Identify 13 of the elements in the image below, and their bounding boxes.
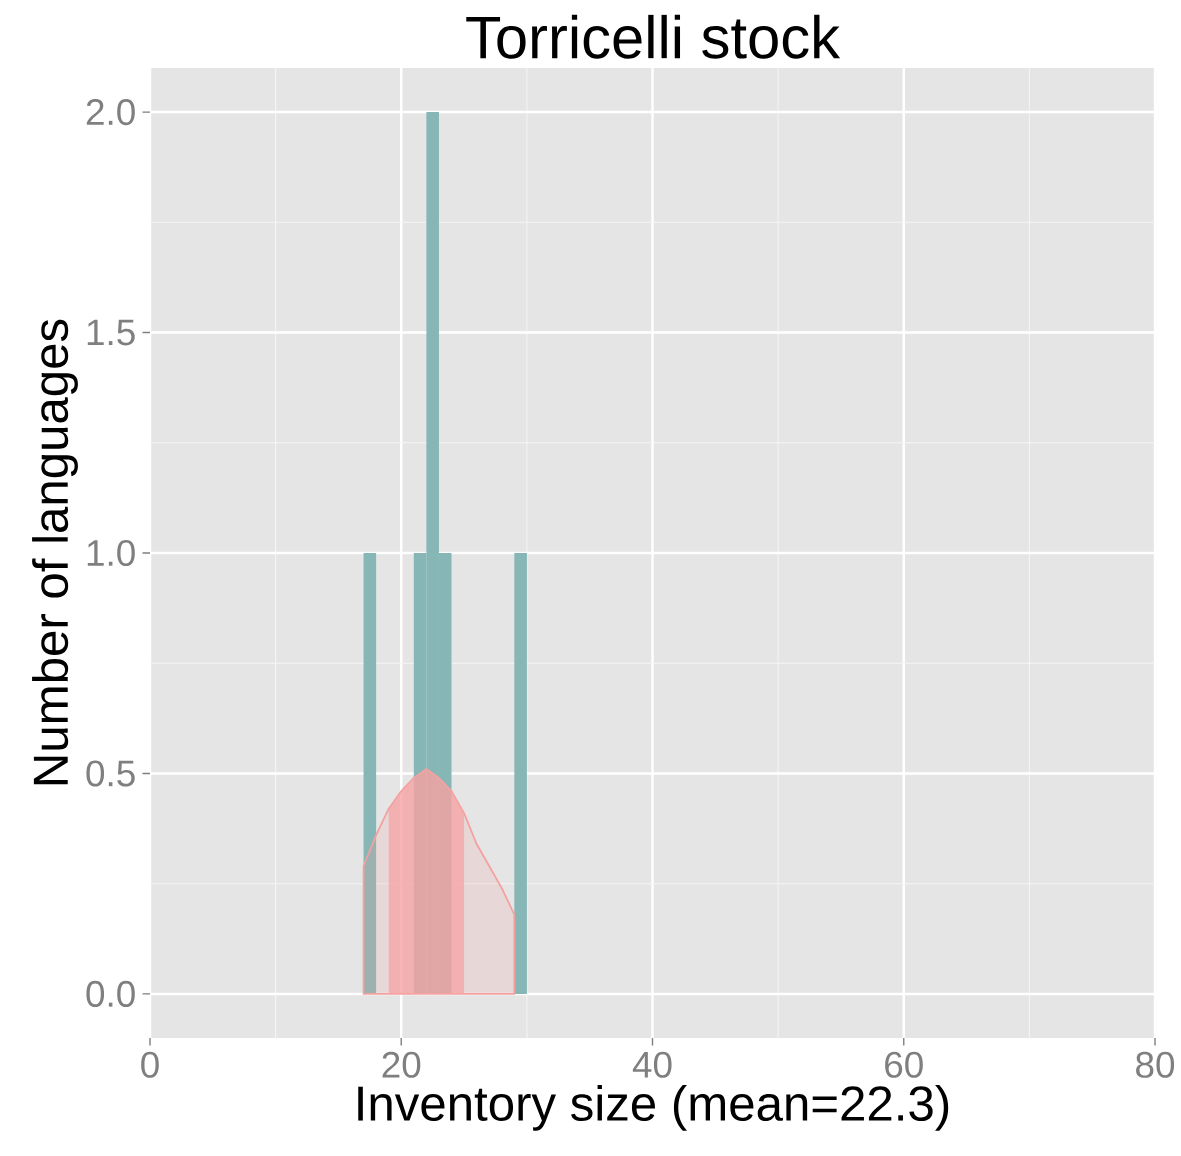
y-tick-label: 2.0 — [86, 99, 135, 126]
y-tick-label: 1.0 — [87, 539, 135, 567]
y-axis-title: Number of languages — [32, 319, 78, 785]
x-tick-label: 0 — [141, 1051, 159, 1078]
y-tick-label: 0.5 — [86, 760, 135, 787]
x-axis-title: Inventory size (mean=22.3) — [358, 1084, 949, 1131]
x-tick-label: 60 — [885, 1051, 923, 1078]
y-tick-label: 1.5 — [87, 319, 135, 346]
x-tick-label: 40 — [632, 1051, 672, 1078]
y-tick-label: 0.0 — [86, 980, 135, 1007]
chart-title: Torricelli stock — [466, 14, 841, 59]
x-tick-label: 20 — [382, 1051, 421, 1078]
x-tick-label: 80 — [1136, 1051, 1175, 1078]
